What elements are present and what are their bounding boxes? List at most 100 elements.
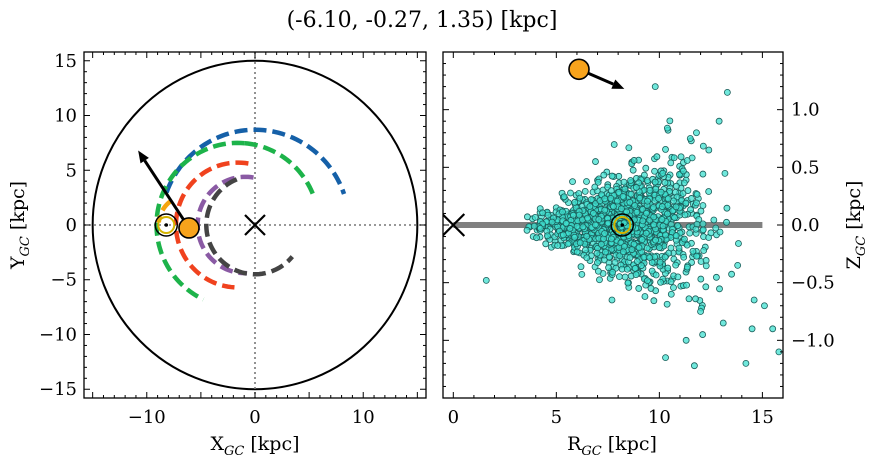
- star-point: [644, 197, 651, 205]
- star-point: [674, 273, 682, 281]
- star-point: [579, 223, 587, 231]
- star-point: [596, 276, 603, 284]
- star-point: [659, 169, 667, 177]
- star-point: [605, 264, 612, 272]
- star-point: [635, 244, 643, 252]
- star-point: [659, 222, 667, 230]
- star-point: [685, 295, 693, 303]
- left-y-tick-label: 0: [66, 215, 77, 236]
- star-point: [652, 236, 659, 244]
- star-point: [651, 167, 658, 175]
- star-point: [662, 146, 669, 153]
- star-point: [646, 186, 654, 194]
- star-point: [597, 240, 605, 248]
- star-point: [621, 273, 629, 281]
- left-x-axis-label: XGC [kpc]: [210, 433, 299, 459]
- star-point: [635, 285, 643, 292]
- star-point: [735, 240, 742, 247]
- star-point: [683, 263, 691, 271]
- star-point: [608, 172, 616, 180]
- star-point: [589, 209, 597, 217]
- star-point: [692, 295, 699, 303]
- left-y-tick-label: −5: [50, 270, 77, 291]
- star-point: [642, 164, 650, 172]
- star-point: [566, 225, 574, 232]
- star-point: [664, 264, 672, 272]
- star-point: [664, 210, 671, 218]
- star-point: [564, 240, 572, 248]
- galactic-center-marker: [244, 214, 266, 236]
- star-point: [601, 230, 608, 237]
- star-point: [593, 249, 601, 257]
- star-point: [734, 261, 742, 269]
- star-point: [657, 278, 664, 286]
- star-point: [667, 278, 675, 286]
- velocity-arrow-rz-head: [611, 79, 625, 89]
- star-point: [682, 199, 690, 207]
- object-marker-rz: [568, 58, 590, 81]
- star-point: [655, 244, 663, 251]
- star-point: [646, 254, 654, 262]
- right-y-axis-label: ZGC [kpc]: [843, 181, 869, 270]
- star-point: [667, 244, 675, 252]
- galactic-center-marker-rz: [443, 213, 466, 237]
- star-point: [657, 188, 665, 196]
- star-point: [608, 235, 615, 243]
- star-point: [616, 273, 623, 281]
- star-point: [591, 221, 599, 229]
- star-point: [610, 203, 617, 210]
- star-point: [693, 199, 700, 207]
- star-point: [642, 229, 650, 237]
- star-point: [664, 201, 672, 209]
- star-point: [686, 135, 694, 142]
- star-point: [761, 302, 768, 310]
- right-x-tick-label: 0: [448, 407, 459, 428]
- star-point: [625, 144, 633, 152]
- star-point: [523, 213, 531, 221]
- star-point: [584, 214, 591, 222]
- star-point: [641, 293, 649, 300]
- star-point: [630, 157, 638, 164]
- star-point: [559, 208, 566, 216]
- star-point: [674, 222, 682, 230]
- star-point: [611, 258, 619, 266]
- star-point: [699, 170, 707, 178]
- star-point: [644, 277, 651, 285]
- right-x-tick-label: 10: [648, 407, 671, 428]
- star-point: [626, 198, 634, 206]
- sun-center-dot: [164, 223, 169, 227]
- star-point: [712, 273, 720, 281]
- star-point: [681, 211, 689, 219]
- star-point: [693, 252, 701, 260]
- star-point: [682, 336, 690, 344]
- star-point: [672, 261, 680, 269]
- star-point: [607, 187, 615, 195]
- right-y-tick-label: −0.5: [791, 273, 835, 294]
- star-point: [715, 117, 723, 125]
- star-point: [626, 254, 634, 262]
- star-point: [548, 218, 556, 226]
- velocity-arrow-xy-shaft: [143, 159, 191, 229]
- star-point: [569, 211, 577, 219]
- star-point: [658, 203, 666, 210]
- star-point: [655, 195, 662, 202]
- star-point: [627, 190, 635, 198]
- star-point: [621, 185, 629, 193]
- galaxy-boundary-circle: [91, 59, 419, 391]
- star-point: [575, 211, 583, 219]
- object-marker-xy: [178, 217, 200, 239]
- star-point: [700, 247, 708, 254]
- star-point: [661, 179, 669, 186]
- star-point: [650, 221, 658, 229]
- star-point: [663, 124, 671, 132]
- star-point: [592, 158, 599, 165]
- left-ticks: −10 0 10 15 10 5 0 −5 −10 −15: [39, 51, 426, 428]
- star-point: [632, 184, 640, 191]
- star-point: [627, 177, 634, 184]
- star-point: [690, 362, 698, 370]
- star-point: [594, 259, 601, 267]
- right-y-tick-label: 0.0: [791, 215, 820, 236]
- star-point: [680, 253, 688, 261]
- sun-inner-ring: [157, 216, 176, 234]
